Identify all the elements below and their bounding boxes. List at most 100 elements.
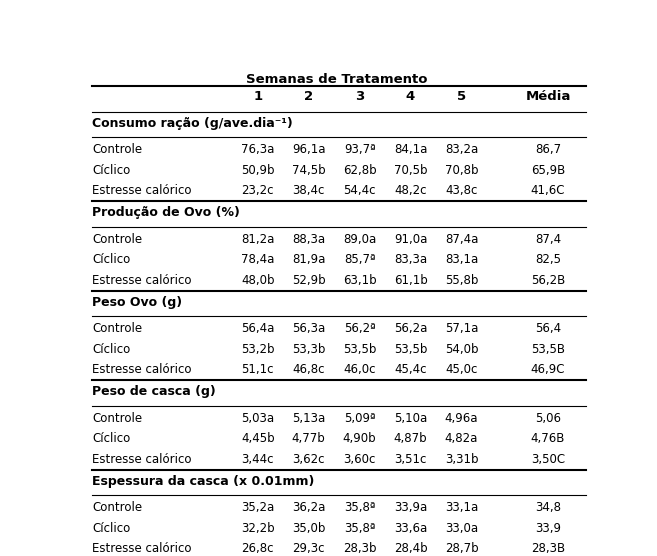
Text: 45,4c: 45,4c bbox=[394, 363, 427, 376]
Text: 5,10a: 5,10a bbox=[394, 411, 427, 425]
Text: Cíclico: Cíclico bbox=[92, 522, 131, 535]
Text: Estresse calórico: Estresse calórico bbox=[92, 453, 192, 466]
Text: 33,6a: 33,6a bbox=[394, 522, 427, 535]
Text: 4,87b: 4,87b bbox=[394, 432, 427, 445]
Text: Cíclico: Cíclico bbox=[92, 163, 131, 177]
Text: 48,2c: 48,2c bbox=[394, 184, 427, 197]
Text: 83,1a: 83,1a bbox=[445, 253, 478, 266]
Text: 5,13a: 5,13a bbox=[292, 411, 325, 425]
Text: 28,3b: 28,3b bbox=[343, 542, 376, 555]
Text: 91,0a: 91,0a bbox=[394, 232, 427, 246]
Text: 4,96a: 4,96a bbox=[445, 411, 478, 425]
Text: 78,4a: 78,4a bbox=[241, 253, 275, 266]
Text: 23,2c: 23,2c bbox=[242, 184, 274, 197]
Text: 33,0a: 33,0a bbox=[445, 522, 478, 535]
Text: 56,2a: 56,2a bbox=[394, 322, 427, 335]
Text: 56,4a: 56,4a bbox=[241, 322, 275, 335]
Text: Média: Média bbox=[526, 90, 571, 103]
Text: 4,90b: 4,90b bbox=[343, 432, 376, 445]
Text: 3,60c: 3,60c bbox=[344, 453, 376, 466]
Text: 3,51c: 3,51c bbox=[394, 453, 427, 466]
Text: 83,3a: 83,3a bbox=[394, 253, 427, 266]
Text: 32,2b: 32,2b bbox=[241, 522, 275, 535]
Text: 33,9a: 33,9a bbox=[394, 501, 427, 514]
Text: 50,9b: 50,9b bbox=[241, 163, 275, 177]
Text: 61,1b: 61,1b bbox=[394, 274, 428, 287]
Text: 41,6C: 41,6C bbox=[531, 184, 565, 197]
Text: 28,4b: 28,4b bbox=[394, 542, 427, 555]
Text: 85,7ª: 85,7ª bbox=[344, 253, 375, 266]
Text: 53,2b: 53,2b bbox=[241, 342, 275, 356]
Text: 35,2a: 35,2a bbox=[241, 501, 275, 514]
Text: Estresse calórico: Estresse calórico bbox=[92, 363, 192, 376]
Text: Estresse calórico: Estresse calórico bbox=[92, 542, 192, 555]
Text: 45,0c: 45,0c bbox=[445, 363, 478, 376]
Text: 38,4c: 38,4c bbox=[292, 184, 325, 197]
Text: 46,8c: 46,8c bbox=[292, 363, 325, 376]
Text: 29,3c: 29,3c bbox=[292, 542, 325, 555]
Text: Cíclico: Cíclico bbox=[92, 432, 131, 445]
Text: 76,3a: 76,3a bbox=[241, 143, 275, 156]
Text: 36,2a: 36,2a bbox=[292, 501, 325, 514]
Text: 84,1a: 84,1a bbox=[394, 143, 427, 156]
Text: 82,5: 82,5 bbox=[535, 253, 561, 266]
Text: 56,3a: 56,3a bbox=[292, 322, 325, 335]
Text: 53,5B: 53,5B bbox=[531, 342, 565, 356]
Text: 93,7ª: 93,7ª bbox=[344, 143, 375, 156]
Text: Controle: Controle bbox=[92, 232, 143, 246]
Text: 4: 4 bbox=[406, 90, 415, 103]
Text: Controle: Controle bbox=[92, 143, 143, 156]
Text: 5,03a: 5,03a bbox=[241, 411, 275, 425]
Text: 83,2a: 83,2a bbox=[445, 143, 478, 156]
Text: 87,4a: 87,4a bbox=[445, 232, 478, 246]
Text: 2: 2 bbox=[304, 90, 313, 103]
Text: 5: 5 bbox=[457, 90, 466, 103]
Text: 5,09ª: 5,09ª bbox=[344, 411, 375, 425]
Text: Espessura da casca (x 0.01mm): Espessura da casca (x 0.01mm) bbox=[92, 475, 315, 488]
Text: 33,9: 33,9 bbox=[535, 522, 561, 535]
Text: 4,76B: 4,76B bbox=[531, 432, 565, 445]
Text: 52,9b: 52,9b bbox=[292, 274, 325, 287]
Text: 65,9B: 65,9B bbox=[531, 163, 565, 177]
Text: 53,5b: 53,5b bbox=[343, 342, 376, 356]
Text: 88,3a: 88,3a bbox=[292, 232, 325, 246]
Text: 54,4c: 54,4c bbox=[344, 184, 376, 197]
Text: 28,3B: 28,3B bbox=[531, 542, 565, 555]
Text: 46,9C: 46,9C bbox=[531, 363, 565, 376]
Text: 43,8c: 43,8c bbox=[445, 184, 478, 197]
Text: 35,8ª: 35,8ª bbox=[344, 522, 375, 535]
Text: Peso de casca (g): Peso de casca (g) bbox=[92, 385, 216, 399]
Text: 53,3b: 53,3b bbox=[292, 342, 325, 356]
Text: 96,1a: 96,1a bbox=[292, 143, 325, 156]
Text: 56,2B: 56,2B bbox=[531, 274, 565, 287]
Text: 74,5b: 74,5b bbox=[292, 163, 325, 177]
Text: 86,7: 86,7 bbox=[535, 143, 561, 156]
Text: 51,1c: 51,1c bbox=[242, 363, 274, 376]
Text: Semanas de Tratamento: Semanas de Tratamento bbox=[246, 73, 428, 86]
Text: 3,62c: 3,62c bbox=[292, 453, 325, 466]
Text: 53,5b: 53,5b bbox=[394, 342, 427, 356]
Text: 35,0b: 35,0b bbox=[292, 522, 325, 535]
Text: 3,31b: 3,31b bbox=[445, 453, 478, 466]
Text: 81,2a: 81,2a bbox=[241, 232, 275, 246]
Text: Controle: Controle bbox=[92, 411, 143, 425]
Text: 34,8: 34,8 bbox=[535, 501, 561, 514]
Text: 1: 1 bbox=[253, 90, 262, 103]
Text: 26,8c: 26,8c bbox=[242, 542, 274, 555]
Text: 33,1a: 33,1a bbox=[445, 501, 478, 514]
Text: Controle: Controle bbox=[92, 322, 143, 335]
Text: 57,1a: 57,1a bbox=[445, 322, 478, 335]
Text: Cíclico: Cíclico bbox=[92, 342, 131, 356]
Text: 54,0b: 54,0b bbox=[445, 342, 478, 356]
Text: 62,8b: 62,8b bbox=[343, 163, 376, 177]
Text: Consumo ração (g/ave.dia⁻¹): Consumo ração (g/ave.dia⁻¹) bbox=[92, 117, 293, 130]
Text: 3,44c: 3,44c bbox=[242, 453, 274, 466]
Text: 3,50C: 3,50C bbox=[531, 453, 565, 466]
Text: 55,8b: 55,8b bbox=[445, 274, 478, 287]
Text: Produção de Ovo (%): Produção de Ovo (%) bbox=[92, 206, 240, 220]
Text: 70,8b: 70,8b bbox=[445, 163, 478, 177]
Text: 70,5b: 70,5b bbox=[394, 163, 427, 177]
Text: Cíclico: Cíclico bbox=[92, 253, 131, 266]
Text: 87,4: 87,4 bbox=[535, 232, 561, 246]
Text: 3: 3 bbox=[355, 90, 364, 103]
